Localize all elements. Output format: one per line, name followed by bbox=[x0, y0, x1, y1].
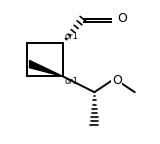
Text: or1: or1 bbox=[65, 32, 79, 41]
Polygon shape bbox=[30, 60, 63, 76]
Text: O: O bbox=[112, 74, 122, 87]
Text: O: O bbox=[117, 12, 127, 25]
Text: or1: or1 bbox=[65, 77, 79, 86]
